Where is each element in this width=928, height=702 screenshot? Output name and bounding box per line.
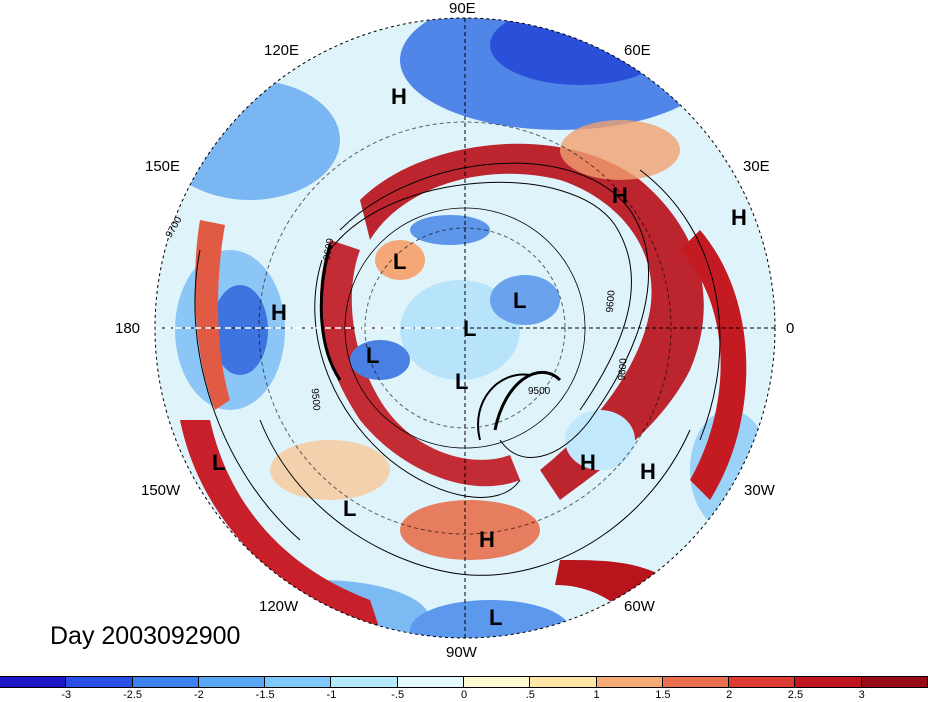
colorbar-tick-label: -1 [326, 689, 337, 701]
colorbar-tick-label: 2 [726, 689, 733, 701]
colorbar-swatch [463, 677, 531, 687]
colorbar-swatch [265, 677, 332, 687]
colorbar [0, 676, 928, 688]
lon-label-150e: 150E [145, 158, 181, 175]
low-pressure-marker: L [366, 343, 380, 368]
colorbar-swatch [795, 677, 862, 687]
colorbar-tick-label: -1.5 [255, 689, 275, 701]
lon-label-0: 0 [786, 320, 795, 337]
high-pressure-marker: H [479, 527, 495, 552]
high-pressure-marker: H [271, 300, 287, 325]
colorbar-tick-label: 0 [460, 689, 468, 701]
lon-label-60e: 60E [624, 42, 651, 59]
colorbar-swatch [66, 677, 133, 687]
lon-label-150w: 150W [141, 482, 181, 499]
colorbar-tick-label: -2.5 [123, 689, 143, 701]
colorbar-tick-label: 1.5 [655, 689, 671, 701]
lon-label-120w: 120W [259, 598, 299, 615]
polar-map [154, 17, 776, 639]
lon-label-90w: 90W [446, 644, 477, 661]
low-pressure-marker: L [489, 605, 503, 630]
colorbar-swatch [662, 677, 730, 687]
colorbar-tick-label: 3 [858, 689, 865, 701]
lon-label-60w: 60W [624, 598, 655, 615]
high-pressure-marker: H [391, 84, 407, 109]
contour-label: 9500 [528, 386, 551, 397]
low-pressure-marker: L [463, 316, 477, 341]
high-pressure-marker: H [640, 459, 656, 484]
lon-label-180: 180 [115, 320, 141, 337]
lon-label-30w: 30W [744, 482, 775, 499]
colorbar-tick-label: -.5 [391, 689, 405, 701]
colorbar-swatch [530, 677, 597, 687]
contour-label: 9600 [616, 357, 630, 382]
colorbar-tick-label: .5 [525, 689, 535, 701]
colorbar-swatch [596, 677, 663, 687]
colorbar-swatch [729, 677, 796, 687]
lon-label-30e: 30E [743, 158, 770, 175]
low-pressure-marker: L [393, 249, 407, 274]
colorbar-tick-label: 1 [593, 689, 600, 701]
colorbar-swatch [132, 677, 199, 687]
colorbar-tick-label: -3 [61, 689, 72, 701]
colorbar-swatch [198, 677, 266, 687]
map-boundary [154, 17, 776, 639]
high-pressure-marker: H [731, 205, 747, 230]
lon-label-90e: 90E [449, 0, 476, 17]
colorbar-swatch [861, 677, 928, 687]
high-pressure-marker: H [580, 450, 596, 475]
contour-label: 9500 [308, 387, 322, 412]
colorbar-swatch [331, 677, 398, 687]
day-label: Day 2003092900 [50, 622, 241, 650]
colorbar-swatch [0, 677, 67, 687]
low-pressure-marker: L [212, 450, 226, 475]
colorbar-tick-labels: -3 -2.5 -2 -1.5 -1 -.5 0 .5 1 1.5 2 2.5 3 [0, 689, 928, 702]
high-pressure-marker: H [612, 183, 628, 208]
lon-label-120e: 120E [264, 42, 300, 59]
contour-label: 9600 [604, 289, 618, 314]
colorbar-swatch [397, 677, 464, 687]
colorbar-tick-label: -2 [193, 689, 204, 701]
low-pressure-marker: L [513, 288, 527, 313]
colorbar-tick-label: 2.5 [787, 689, 804, 701]
high-pressure-marker: L [343, 496, 357, 521]
low-pressure-marker: L [455, 369, 469, 394]
